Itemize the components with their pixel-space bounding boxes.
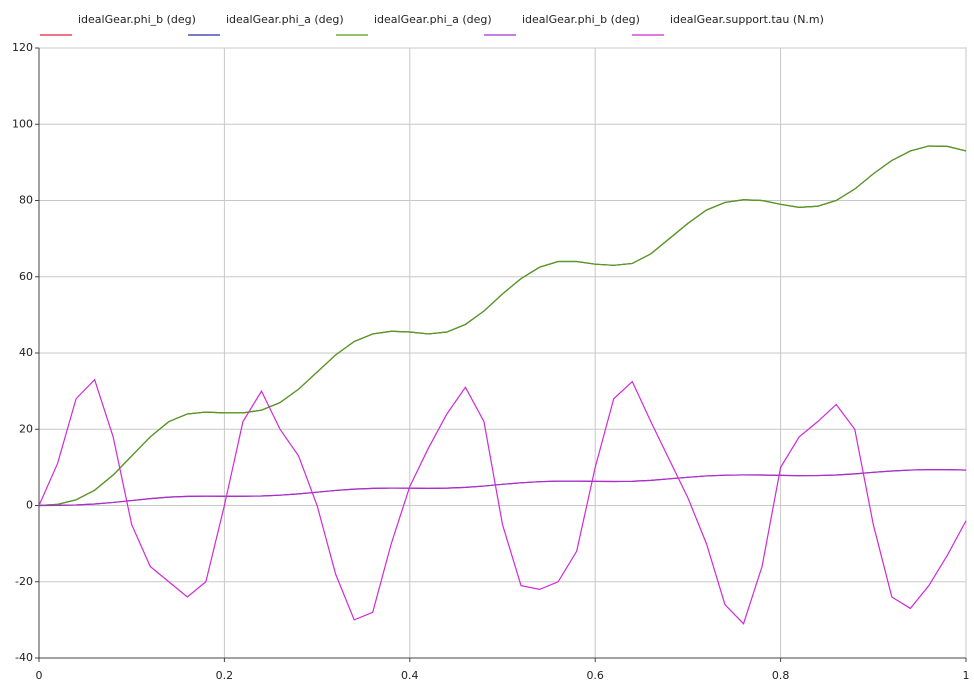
x-tick-label: 1	[963, 669, 970, 682]
x-tick-label: 0.4	[401, 669, 419, 682]
x-tick-label: 0.8	[772, 669, 790, 682]
x-tick-label: 0	[36, 669, 43, 682]
x-tick-label: 0.6	[586, 669, 604, 682]
y-tick-label: 40	[19, 346, 33, 359]
legend-label: idealGear.phi_a (deg)	[226, 13, 344, 26]
series-line	[38, 145, 967, 507]
y-tick-label: 20	[19, 422, 33, 435]
y-tick-label: 80	[19, 194, 33, 207]
y-tick-label: 0	[26, 499, 33, 512]
legend-label: idealGear.phi_b (deg)	[522, 13, 640, 26]
legend-label: idealGear.phi_b (deg)	[78, 13, 196, 26]
legend-label: idealGear.phi_a (deg)	[374, 13, 492, 26]
series-line	[38, 378, 967, 625]
y-tick-label: 100	[12, 117, 33, 130]
series-line	[38, 468, 967, 507]
x-tick-label: 0.2	[216, 669, 234, 682]
legend-label: idealGear.support.tau (N.m)	[670, 13, 824, 26]
y-tick-label: 60	[19, 270, 33, 283]
y-tick-label: 120	[12, 41, 33, 54]
y-tick-label: -40	[15, 651, 33, 664]
y-tick-label: -20	[15, 575, 33, 588]
